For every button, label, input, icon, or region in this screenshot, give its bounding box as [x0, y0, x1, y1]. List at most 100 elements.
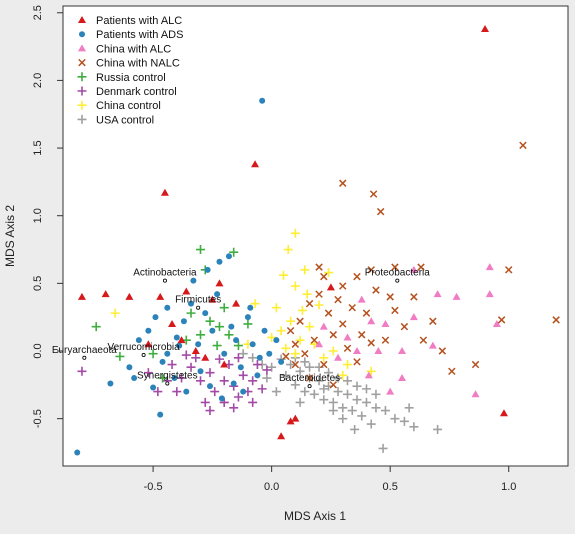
data-point	[249, 341, 256, 348]
data-point	[481, 25, 490, 32]
data-point	[295, 335, 305, 345]
data-point	[374, 347, 383, 354]
data-point	[215, 279, 224, 287]
data-point	[256, 354, 263, 361]
taxon-marker	[162, 278, 167, 283]
data-point	[115, 351, 125, 361]
data-point	[286, 326, 295, 335]
data-point	[220, 360, 229, 368]
data-point	[225, 253, 232, 260]
data-point	[228, 323, 235, 330]
data-point	[262, 373, 272, 383]
legend-marker	[77, 100, 87, 110]
data-point	[286, 360, 296, 370]
data-point	[243, 319, 253, 329]
data-point	[333, 387, 343, 397]
data-point	[300, 357, 310, 367]
data-point	[177, 336, 186, 344]
data-point	[369, 190, 378, 198]
data-point	[91, 322, 101, 332]
data-point	[378, 443, 388, 453]
data-point	[214, 322, 224, 332]
taxon-label: Actinobacteria	[133, 268, 197, 279]
data-point	[261, 327, 268, 334]
taxon-label: Proteobacteria	[365, 268, 430, 279]
data-point	[181, 350, 191, 360]
data-point	[205, 316, 215, 326]
data-point	[186, 362, 196, 372]
taxon-label: Verrucomicrobia	[107, 342, 180, 353]
data-point	[499, 409, 508, 417]
taxon-label: Synergistetes	[137, 370, 198, 381]
data-point	[314, 300, 324, 310]
data-point	[301, 349, 309, 358]
data-point	[107, 380, 114, 387]
data-point	[209, 327, 216, 334]
data-point	[433, 424, 443, 434]
legend-marker	[78, 58, 86, 67]
data-point	[302, 289, 312, 299]
data-point	[277, 432, 286, 440]
data-point	[273, 337, 280, 344]
data-point	[218, 395, 225, 402]
data-point	[233, 392, 243, 402]
data-point	[320, 272, 328, 281]
data-point	[257, 384, 267, 394]
data-point	[233, 337, 240, 344]
data-point	[283, 245, 293, 255]
data-point	[314, 376, 324, 386]
data-point	[485, 290, 494, 298]
x-tick-label: 0.0	[264, 481, 279, 493]
data-point	[376, 207, 385, 216]
taxon-marker	[307, 384, 312, 389]
data-point	[366, 366, 376, 376]
data-point	[361, 397, 371, 407]
data-point	[452, 292, 461, 300]
data-point	[324, 368, 334, 378]
data-point	[188, 300, 195, 307]
data-point	[391, 306, 399, 315]
data-point	[409, 265, 418, 273]
data-point	[232, 299, 241, 307]
data-point	[305, 374, 314, 382]
series-denmark-control	[77, 350, 272, 416]
data-point	[297, 305, 307, 315]
data-point	[238, 349, 248, 359]
data-point	[125, 292, 134, 300]
data-point	[386, 387, 395, 395]
data-point	[492, 319, 501, 327]
data-point	[409, 313, 418, 321]
data-point	[143, 368, 153, 378]
data-point	[183, 388, 190, 395]
data-point	[152, 314, 159, 321]
data-point	[352, 395, 362, 405]
data-point	[254, 372, 261, 379]
data-point	[171, 375, 178, 382]
y-tick-label: 0.5	[32, 276, 44, 291]
data-point	[315, 290, 323, 298]
legend-label: China with ALC	[96, 43, 171, 55]
y-tick-label: -0.5	[32, 409, 44, 428]
data-point	[77, 292, 86, 300]
data-point	[180, 318, 187, 325]
data-point	[172, 387, 182, 397]
series-russia-control	[91, 245, 253, 383]
data-point	[173, 334, 180, 341]
data-point	[353, 358, 361, 366]
data-point	[238, 370, 248, 380]
data-point	[157, 411, 164, 418]
data-point	[310, 336, 319, 344]
data-point	[367, 266, 375, 274]
taxon-label: Euryarchaeota	[52, 345, 117, 356]
data-point	[347, 406, 357, 416]
data-point	[150, 384, 157, 391]
data-point	[248, 397, 258, 407]
data-point	[339, 179, 347, 187]
axis-ticks: -0.5 0.0 0.5 1.0 -0.5 0.0 0.5 1.0 1.5 2.0 2.5	[32, 5, 516, 493]
data-point	[398, 347, 407, 354]
data-point	[381, 319, 390, 327]
data-point	[267, 332, 277, 342]
data-point	[295, 397, 305, 407]
data-point	[343, 389, 353, 399]
data-point	[229, 403, 239, 413]
